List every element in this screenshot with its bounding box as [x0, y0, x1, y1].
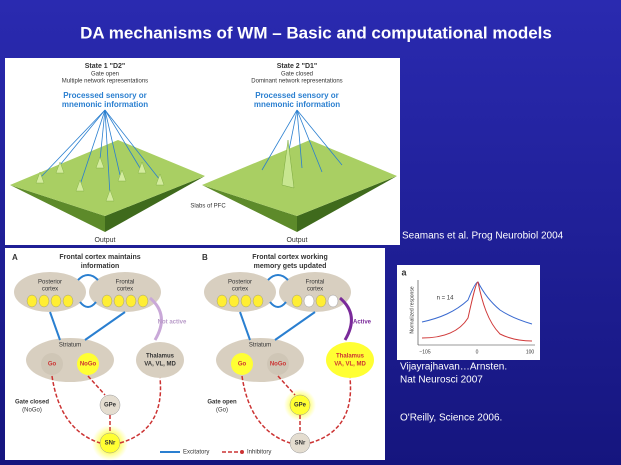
output-label: Output [286, 237, 307, 244]
panel-title: Frontal cortex working [252, 254, 327, 261]
legend-label: Excitatory [183, 450, 209, 456]
unit [241, 295, 251, 307]
top-figure [5, 58, 400, 245]
unit [328, 295, 338, 307]
cortex-label: Posterior [38, 280, 62, 286]
nogo-label: NoGo [80, 362, 97, 368]
panel-label: B [202, 253, 208, 262]
unit [51, 295, 61, 307]
loop-status: Active [353, 320, 372, 326]
info-label: mnemonic information [62, 100, 148, 109]
snr-label: SNr [295, 441, 306, 447]
cortex-label: Frontal [306, 280, 325, 286]
cortex-label: Posterior [228, 280, 252, 286]
gate-state: Gate open [91, 72, 119, 78]
state-heading: State 1 "D2" [85, 63, 126, 70]
unit [138, 295, 148, 307]
nogo-label: NoGo [270, 362, 287, 368]
inset-x-label: 0 [476, 349, 479, 355]
thalamus-label: VA, VL, MD [144, 362, 176, 368]
snr-label: SNr [105, 441, 116, 447]
unit [126, 295, 136, 307]
striatum-label: Striatum [249, 343, 271, 349]
bottom-caption: O'Reilly, Science 2006. [400, 413, 502, 424]
cortex-label: cortex [232, 287, 248, 293]
gpe-label: GPe [104, 403, 117, 409]
unit [102, 295, 112, 307]
unit [253, 295, 263, 307]
gate-label: Gate open [207, 400, 237, 406]
output-label: Output [94, 237, 115, 244]
unit [292, 295, 302, 307]
panel-title: information [81, 263, 120, 270]
slabs-label: Slabs of PFC [190, 204, 226, 210]
slide-title: DA mechanisms of WM – Basic and computat… [80, 23, 552, 42]
go-label: Go [48, 362, 57, 368]
unit [27, 295, 37, 307]
legend-inhibitory-end [240, 450, 244, 454]
representations: Dominant network representations [251, 79, 342, 85]
inset-n-label: n = 14 [437, 296, 455, 302]
cortex-label: cortex [307, 287, 323, 293]
cortex-label: cortex [42, 287, 58, 293]
unit [63, 295, 73, 307]
info-label: mnemonic information [254, 100, 340, 109]
top-caption: Seamans et al. Prog Neurobiol 2004 [402, 231, 564, 242]
gpe-label: GPe [294, 403, 307, 409]
panel-title: Frontal cortex maintains [59, 254, 140, 261]
legend-label: Inhibitory [247, 450, 271, 456]
go-label: Go [238, 362, 247, 368]
unit [39, 295, 49, 307]
unit [316, 295, 326, 307]
inset-y-label: Normalized response [409, 286, 415, 333]
thalamus-label: VA, VL, MD [334, 362, 366, 368]
cortex-label: cortex [117, 287, 133, 293]
info-label: Processed sensory or [63, 91, 147, 100]
representations: Multiple network representations [62, 79, 148, 85]
striatum-label: Striatum [59, 343, 81, 349]
inset-caption: Vijayrajhavan…Arnsten. [400, 362, 507, 373]
inset-figure [397, 265, 540, 360]
unit [114, 295, 124, 307]
unit [304, 295, 314, 307]
gate-label: (NoGo) [22, 408, 42, 414]
gate-state: Gate closed [281, 72, 313, 78]
info-label: Processed sensory or [255, 91, 339, 100]
unit [229, 295, 239, 307]
thalamus-label: Thalamus [336, 354, 365, 360]
panel-title: memory gets updated [254, 263, 327, 270]
inset-x-label: −105 [419, 349, 430, 355]
unit [217, 295, 227, 307]
gate-label: (Go) [216, 408, 228, 414]
inset-caption: Nat Neurosci 2007 [400, 375, 483, 386]
loop-status: Not active [158, 320, 187, 326]
state-heading: State 2 "D1" [277, 63, 318, 70]
thalamus-area [136, 342, 184, 378]
thalamus-label: Thalamus [146, 354, 175, 360]
panel-label: A [12, 253, 18, 262]
gate-label: Gate closed [15, 400, 49, 406]
cortex-label: Frontal [116, 280, 135, 286]
inset-x-label: 100 [526, 349, 535, 355]
thalamus-area [326, 342, 374, 378]
slide: DA mechanisms of WM – Basic and computat… [0, 0, 621, 465]
